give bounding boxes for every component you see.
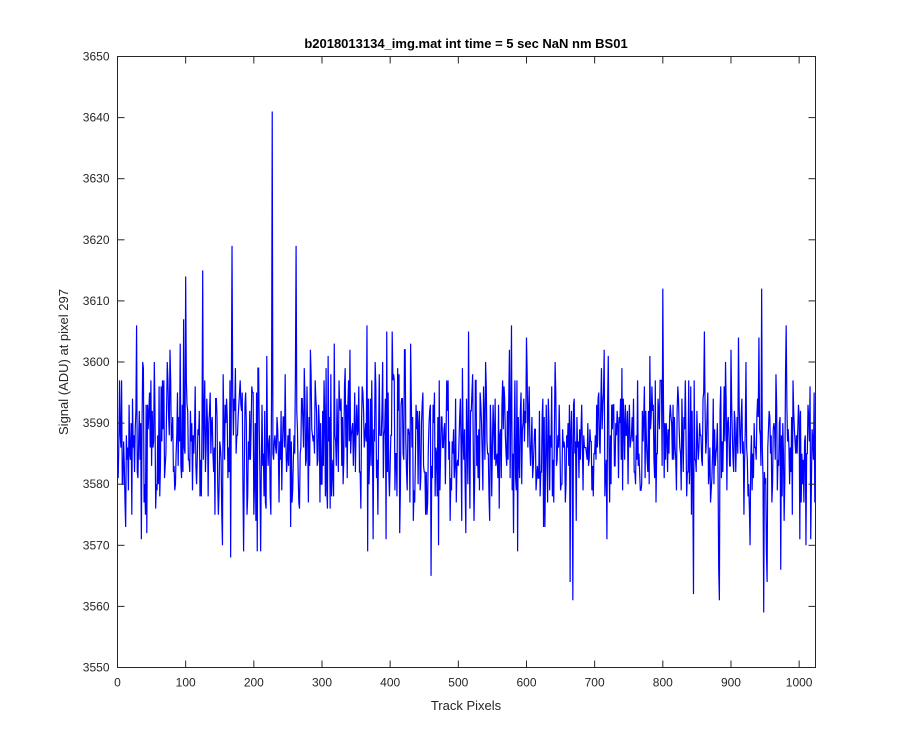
x-tick-label: 300 [312, 676, 332, 690]
x-tick-label: 200 [244, 676, 264, 690]
y-tick-label: 3550 [83, 661, 110, 675]
data-series [117, 111, 817, 613]
y-tick-label: 3610 [83, 294, 110, 308]
series-line [117, 111, 817, 613]
y-axis-label: Signal (ADU) at pixel 297 [56, 289, 71, 435]
y-tick-label: 3570 [83, 538, 110, 552]
y-tick-label: 3590 [83, 416, 110, 430]
y-axis: 3550 3560 3570 3580 3590 3600 3610 3620 3630 3640… [83, 50, 816, 675]
x-tick-label: 800 [653, 676, 673, 690]
y-tick-label: 3630 [83, 172, 110, 186]
x-tick-label: 600 [516, 676, 536, 690]
y-tick-label: 3600 [83, 355, 110, 369]
x-tick-label: 0 [114, 676, 121, 690]
x-tick-label: 400 [380, 676, 400, 690]
plot-area [117, 56, 816, 668]
y-tick-label: 3620 [83, 233, 110, 247]
x-axis-label: Track Pixels [431, 698, 502, 713]
y-tick-label: 3580 [83, 477, 110, 491]
x-tick-label: 100 [176, 676, 196, 690]
x-tick-label: 500 [448, 676, 468, 690]
x-axis: 0 100 200 300 400 500 600 700 800 900 1000 [114, 56, 813, 690]
x-tick-label: 900 [721, 676, 741, 690]
x-tick-label: 700 [585, 676, 605, 690]
y-tick-label: 3560 [83, 599, 110, 613]
y-tick-label: 3650 [83, 50, 110, 64]
y-tick-label: 3640 [83, 111, 110, 125]
x-tick-label: 1000 [786, 676, 813, 690]
chart-title: b2018013134_img.mat int time = 5 sec NaN… [304, 36, 627, 51]
